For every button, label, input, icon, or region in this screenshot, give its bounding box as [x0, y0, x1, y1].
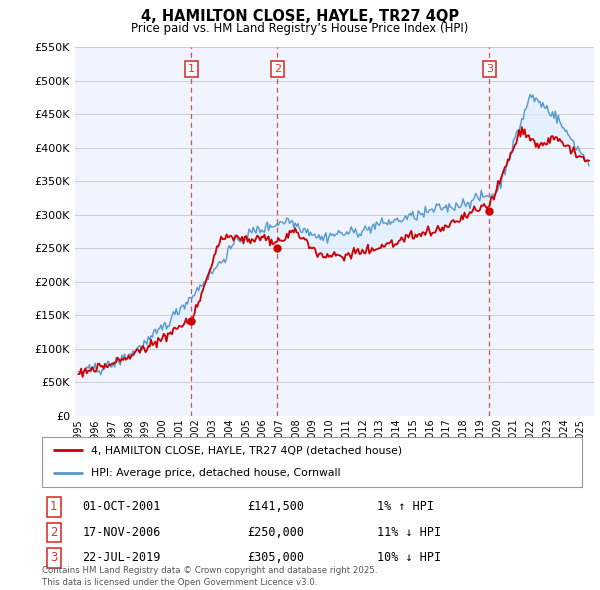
Text: 10% ↓ HPI: 10% ↓ HPI	[377, 552, 441, 565]
Text: £141,500: £141,500	[247, 500, 304, 513]
Text: 4, HAMILTON CLOSE, HAYLE, TR27 4QP (detached house): 4, HAMILTON CLOSE, HAYLE, TR27 4QP (deta…	[91, 445, 402, 455]
Text: 01-OCT-2001: 01-OCT-2001	[83, 500, 161, 513]
Text: 1: 1	[188, 64, 195, 74]
Text: HPI: Average price, detached house, Cornwall: HPI: Average price, detached house, Corn…	[91, 468, 340, 478]
Text: £250,000: £250,000	[247, 526, 304, 539]
Text: 3: 3	[50, 552, 58, 565]
Text: 11% ↓ HPI: 11% ↓ HPI	[377, 526, 441, 539]
Text: 22-JUL-2019: 22-JUL-2019	[83, 552, 161, 565]
Text: £305,000: £305,000	[247, 552, 304, 565]
Text: 1% ↑ HPI: 1% ↑ HPI	[377, 500, 434, 513]
Text: Price paid vs. HM Land Registry’s House Price Index (HPI): Price paid vs. HM Land Registry’s House …	[131, 22, 469, 35]
FancyBboxPatch shape	[42, 437, 582, 487]
Text: 3: 3	[486, 64, 493, 74]
Text: 4, HAMILTON CLOSE, HAYLE, TR27 4QP: 4, HAMILTON CLOSE, HAYLE, TR27 4QP	[141, 9, 459, 24]
Text: 2: 2	[50, 526, 58, 539]
Text: Contains HM Land Registry data © Crown copyright and database right 2025.
This d: Contains HM Land Registry data © Crown c…	[42, 566, 377, 587]
Text: 1: 1	[50, 500, 58, 513]
Text: 2: 2	[274, 64, 281, 74]
Text: 17-NOV-2006: 17-NOV-2006	[83, 526, 161, 539]
